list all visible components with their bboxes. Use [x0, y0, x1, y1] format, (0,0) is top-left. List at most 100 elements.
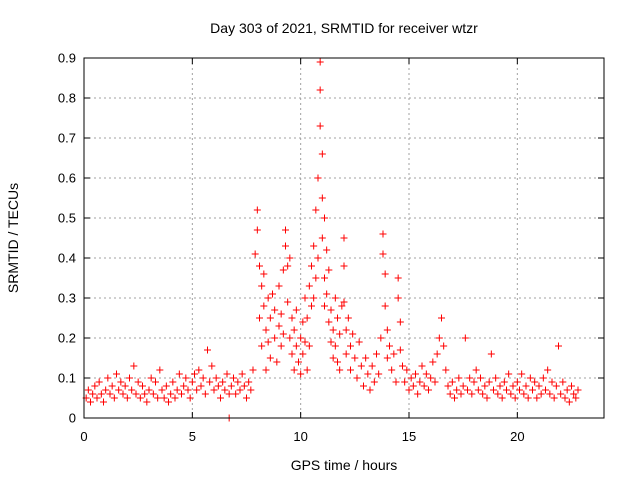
data-point: [431, 378, 439, 386]
data-point: [93, 394, 101, 402]
data-point: [355, 338, 363, 346]
data-point: [351, 354, 359, 362]
data-point: [316, 58, 324, 66]
data-point: [420, 382, 428, 390]
data-point: [130, 362, 138, 370]
data-point: [457, 390, 465, 398]
y-tick-label: 0.7: [58, 131, 76, 146]
data-point: [290, 366, 298, 374]
data-point: [288, 314, 296, 322]
data-point: [199, 374, 207, 382]
data-point: [479, 390, 487, 398]
data-point: [113, 370, 120, 378]
data-point: [403, 366, 411, 374]
data-point: [321, 274, 328, 282]
data-point: [383, 326, 391, 334]
data-point: [565, 398, 573, 406]
data-point: [466, 374, 474, 382]
data-point: [509, 382, 517, 390]
data-point: [106, 390, 114, 398]
data-point: [316, 86, 324, 94]
data-point: [338, 302, 346, 310]
data-point: [188, 378, 196, 386]
data-point: [277, 342, 285, 350]
x-tick-label: 20: [510, 429, 524, 444]
data-points: [82, 58, 582, 422]
data-point: [323, 246, 331, 254]
data-point: [102, 386, 110, 394]
data-point: [303, 314, 311, 322]
plot-frame: [83, 57, 605, 419]
data-point: [171, 394, 179, 402]
data-point: [329, 354, 337, 362]
data-point: [178, 390, 185, 398]
data-point: [288, 350, 296, 358]
y-tick-label: 0.5: [58, 211, 76, 226]
data-point: [219, 378, 227, 386]
data-point: [126, 374, 133, 382]
data-point: [392, 378, 400, 386]
data-point: [329, 326, 337, 334]
data-point: [353, 374, 361, 382]
data-point: [414, 390, 422, 398]
data-point: [520, 390, 528, 398]
x-tick-label: 15: [402, 429, 416, 444]
data-point: [253, 226, 261, 234]
data-point: [305, 342, 313, 350]
data-point: [264, 338, 272, 346]
data-point: [522, 382, 530, 390]
data-point: [193, 386, 201, 394]
x-tick-label: 0: [80, 429, 87, 444]
data-point: [474, 386, 482, 394]
data-point: [104, 374, 112, 382]
y-tick-labels: 0 0.1 0.2 0.3 0.4 0.5 0.6 0.7 0.8 0.9: [58, 51, 76, 426]
data-point: [169, 378, 177, 386]
data-point: [347, 342, 354, 350]
data-point: [511, 394, 519, 402]
data-point: [494, 390, 502, 398]
data-point: [160, 394, 168, 402]
data-point: [136, 394, 144, 402]
data-point: [186, 394, 194, 402]
data-point: [121, 382, 129, 390]
data-point: [260, 302, 268, 310]
data-point: [416, 378, 424, 386]
data-point: [552, 382, 560, 390]
data-point: [321, 302, 328, 310]
data-point: [141, 390, 149, 398]
data-point: [115, 386, 123, 394]
data-point: [568, 382, 575, 390]
data-point: [225, 390, 233, 398]
data-point: [316, 122, 324, 130]
data-point: [537, 390, 545, 398]
data-point: [531, 378, 539, 386]
data-point: [533, 394, 541, 402]
data-point: [483, 394, 491, 402]
data-point: [321, 214, 328, 222]
data-point: [277, 310, 285, 318]
data-point: [119, 390, 127, 398]
data-point: [394, 274, 402, 282]
data-point: [342, 326, 350, 334]
data-point: [234, 378, 242, 386]
x-axis-title: GPS time / hours: [291, 457, 398, 473]
data-point: [340, 262, 348, 270]
y-tick-label: 0.4: [58, 251, 76, 266]
data-point: [282, 242, 289, 250]
data-point: [91, 382, 99, 390]
data-point: [128, 386, 136, 394]
data-point: [485, 378, 493, 386]
data-point: [158, 386, 166, 394]
data-point: [381, 302, 389, 310]
data-point: [110, 394, 118, 402]
y-tick-label: 0.3: [58, 291, 76, 306]
data-point: [108, 382, 116, 390]
data-point: [249, 366, 257, 374]
data-point: [550, 394, 558, 402]
data-point: [134, 378, 142, 386]
data-point: [342, 350, 350, 358]
data-point: [308, 262, 315, 270]
data-point: [529, 386, 536, 394]
